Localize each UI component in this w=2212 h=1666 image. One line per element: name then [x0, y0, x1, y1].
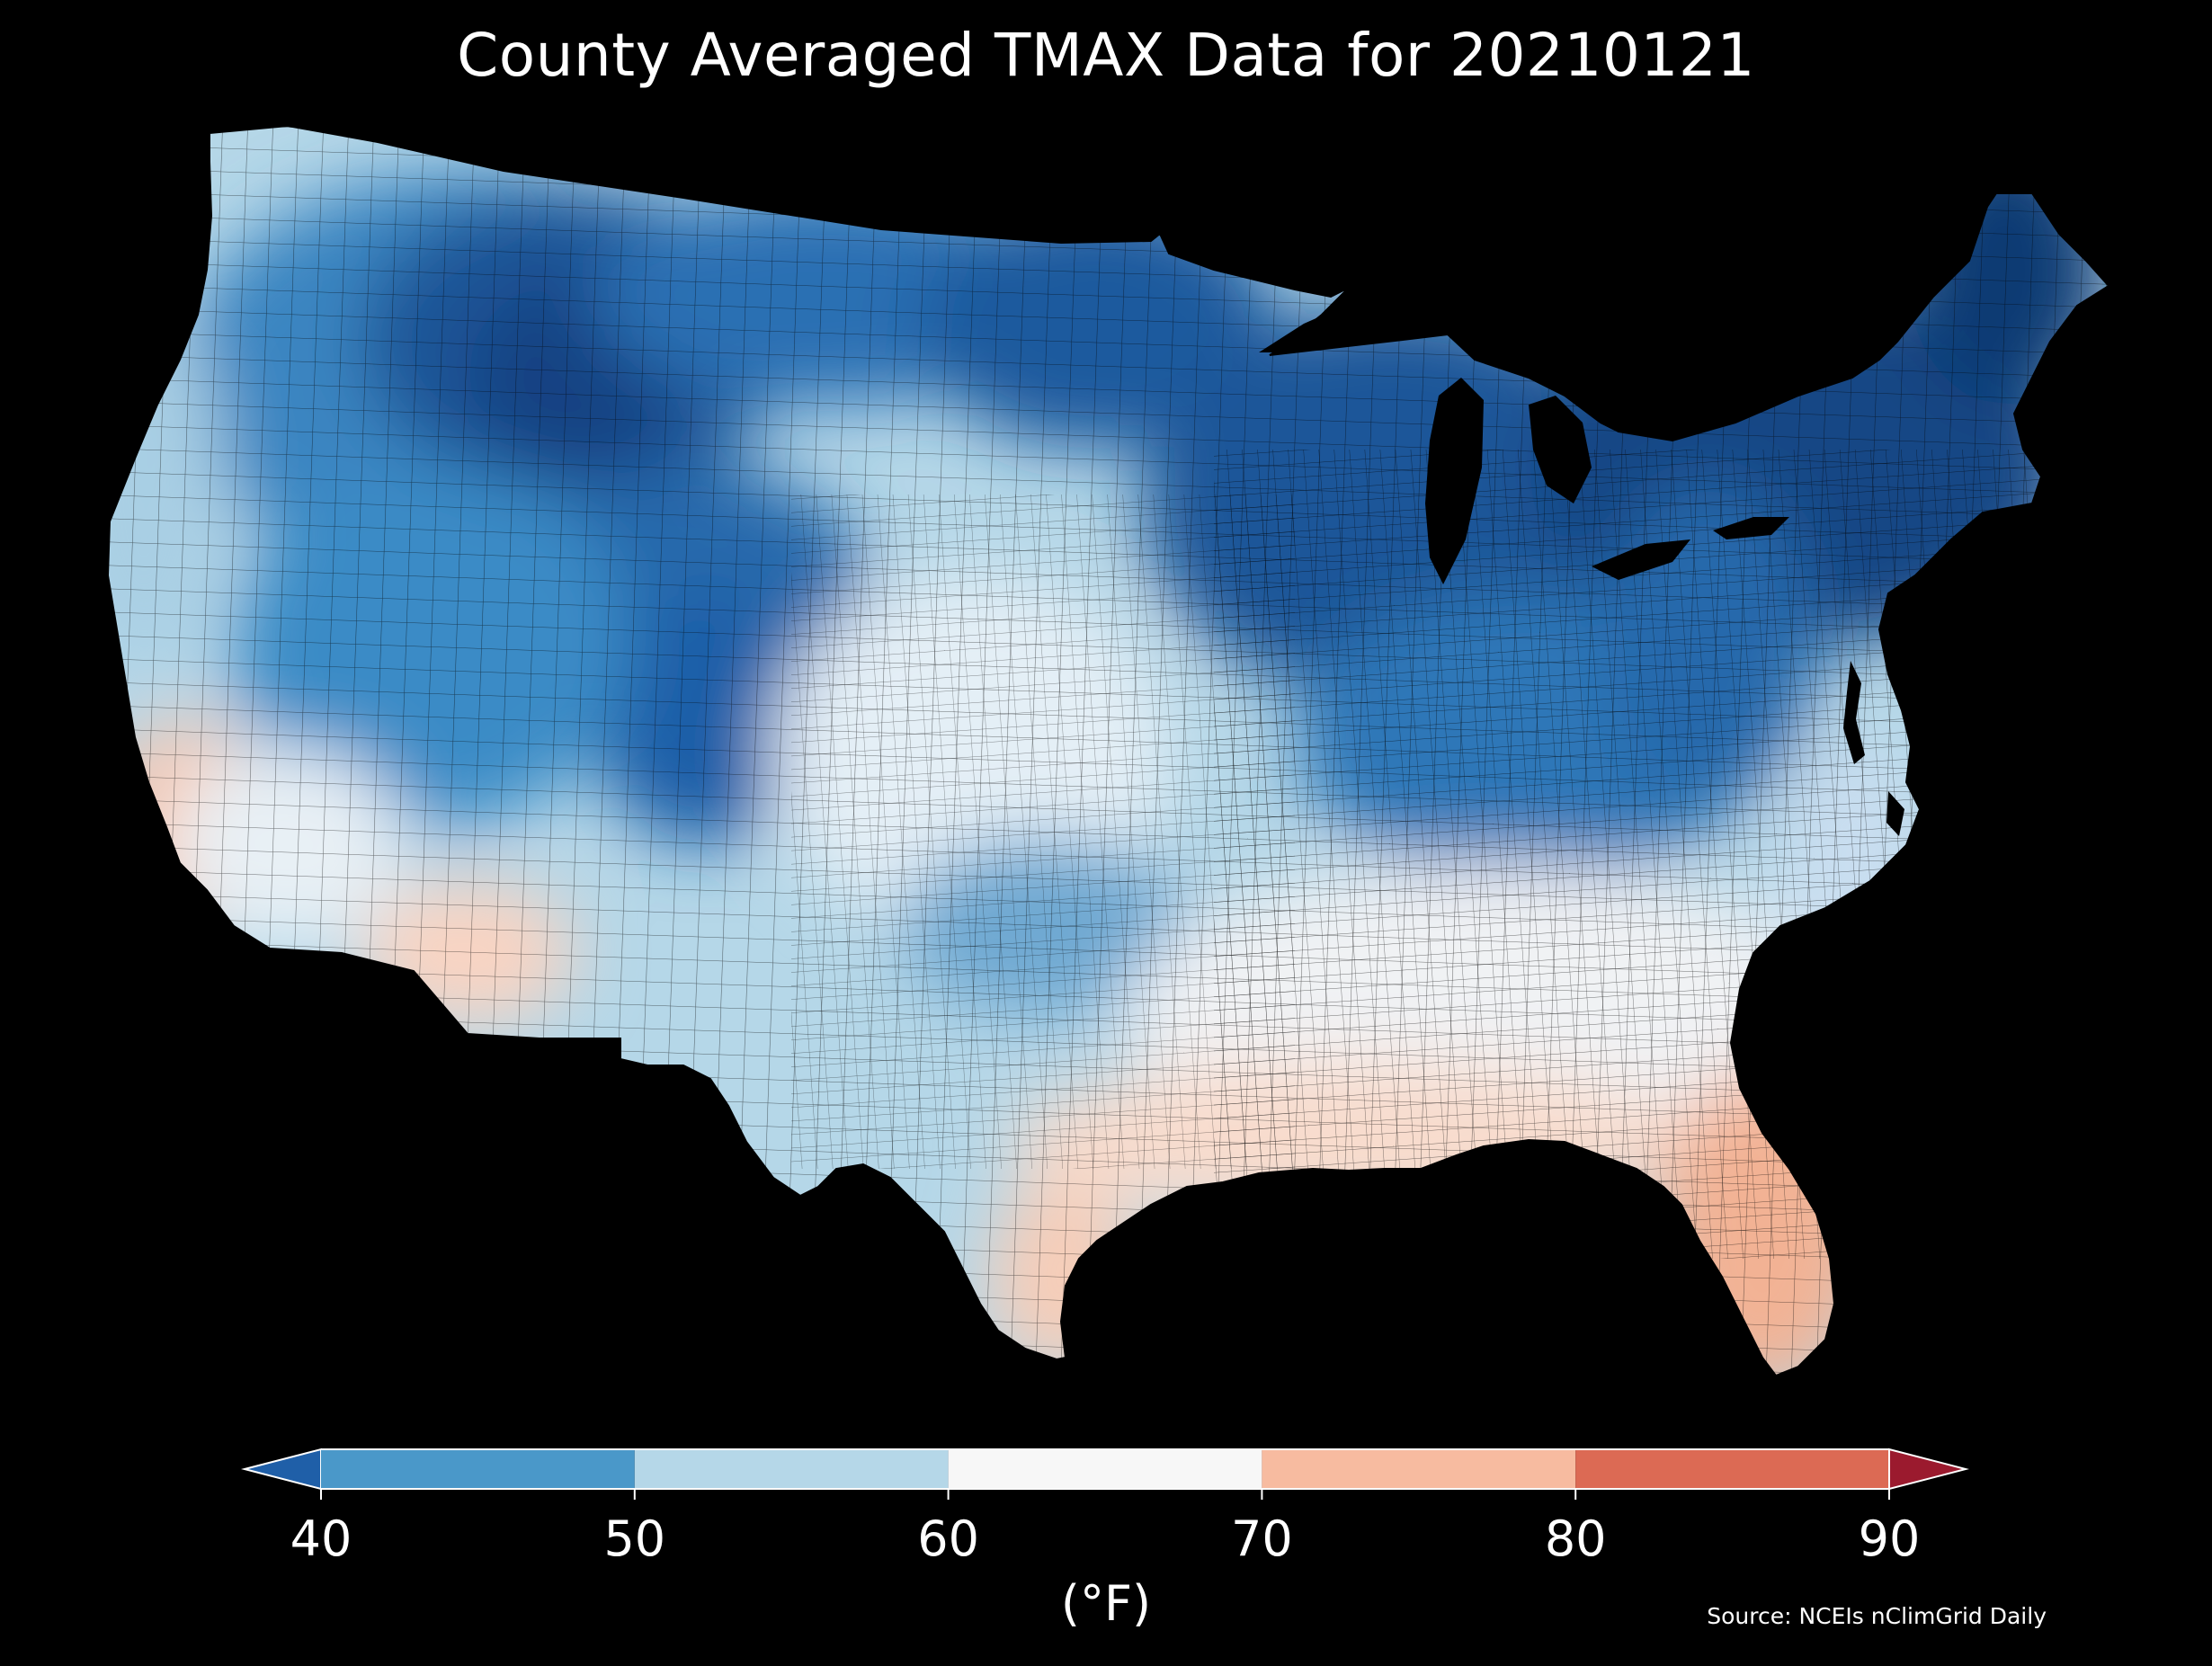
lake-michigan [1425, 378, 1484, 584]
colorbar-label: (°F) [1060, 1575, 1152, 1632]
colorbar-extend-low [241, 1448, 322, 1491]
chesapeake-bay [1843, 661, 1865, 764]
colorbar-tick-label: 90 [1859, 1510, 1921, 1567]
map-title: County Averaged TMAX Data for 20210121 [457, 21, 1755, 90]
pamlico-sound [1886, 791, 1904, 836]
colorbar-tick-label: 40 [290, 1510, 352, 1567]
colorbar-bin-80-90 [1575, 1449, 1889, 1489]
county-lines-fine [1214, 450, 2109, 1259]
colorbar-outline [321, 1448, 1889, 1490]
source-note: Source: NCEIs nClimGrid Daily [1707, 1603, 2047, 1629]
temperature-surface [108, 126, 2109, 1376]
lake-erie [1592, 539, 1690, 580]
colorbar-bin-70-80 [1262, 1449, 1576, 1489]
colorbar-tick-label: 60 [917, 1510, 979, 1567]
lake-huron [1529, 396, 1592, 503]
county-lines-plains [791, 494, 1295, 1169]
colorbar-extend-high [1888, 1448, 1969, 1491]
water-bodies [1259, 292, 1904, 836]
colorbar: 40 50 60 70 80 90 [241, 1448, 1969, 1567]
colorbar-bin-60-70 [948, 1449, 1262, 1489]
lake-ontario [1713, 517, 1789, 539]
colorbar-tick-label: 50 [603, 1510, 665, 1567]
lake-superior [1259, 292, 1385, 352]
colorbar-tick-label: 80 [1545, 1510, 1607, 1567]
colorbar-tick-label: 70 [1231, 1510, 1293, 1567]
colorbar-bin-50-60 [634, 1449, 949, 1489]
colorbar-bin-40-50 [321, 1449, 635, 1489]
